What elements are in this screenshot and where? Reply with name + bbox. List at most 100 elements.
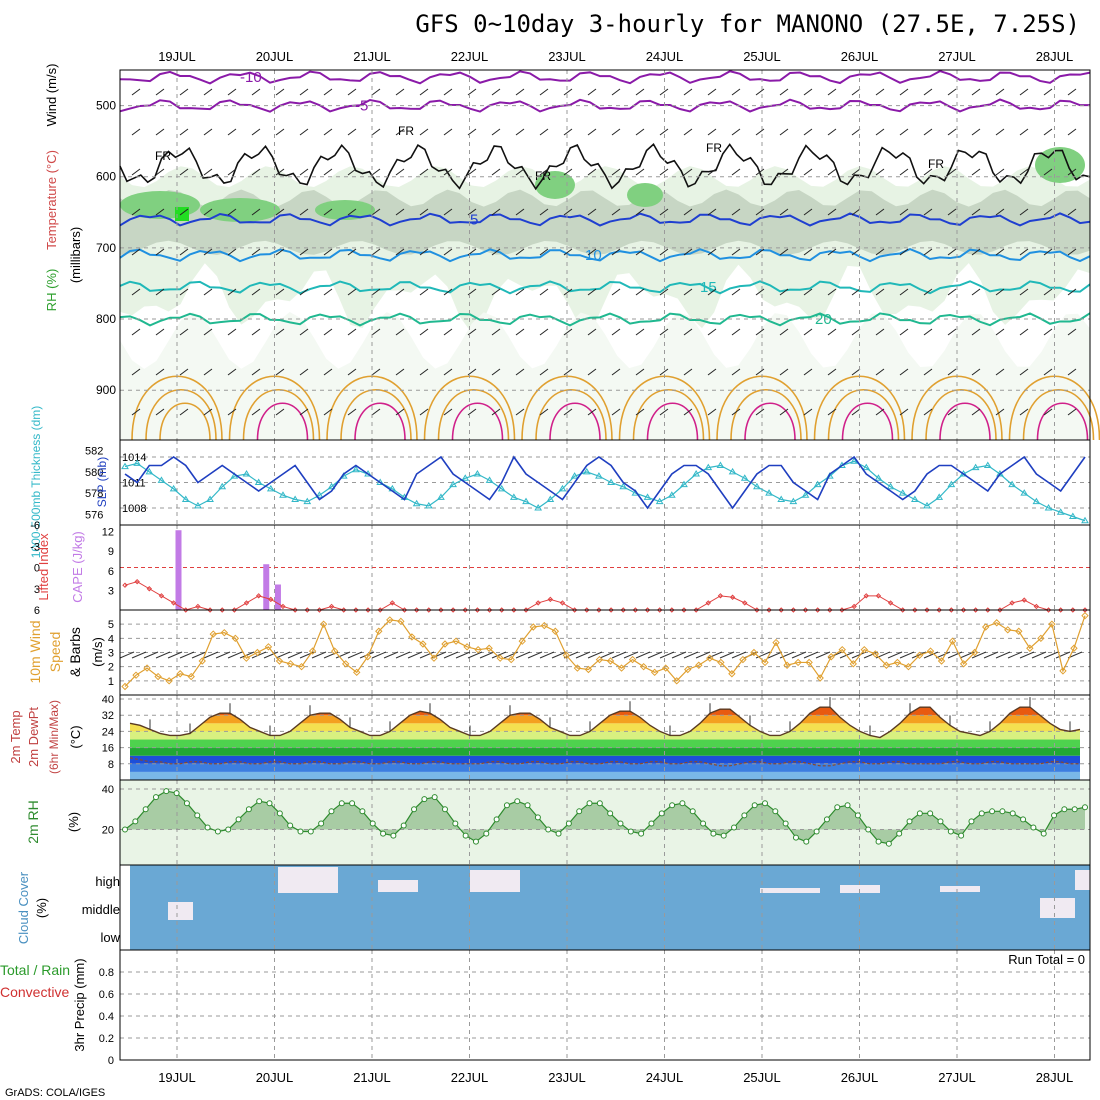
pressure-tick-label: 600	[96, 170, 116, 184]
surface-wind-barb	[383, 651, 399, 659]
wind-barb	[443, 368, 453, 376]
surface-wind-barb	[851, 651, 867, 659]
bottom-date-label: 20JUL	[256, 1070, 294, 1085]
wind-speed-marker	[717, 658, 725, 667]
chart-title: GFS 0~10day 3-hourly for MANONO (27.5E, …	[415, 10, 1080, 38]
cape-bar	[274, 584, 281, 610]
wind-speed-marker	[1015, 627, 1023, 635]
freezing-level-label: FR	[398, 124, 414, 138]
thickness-marker	[315, 491, 324, 498]
bottom-date-label: 21JUL	[353, 1070, 391, 1085]
wind-barb	[1043, 368, 1053, 376]
lifted-index-marker	[620, 607, 626, 613]
wind-barb	[659, 128, 669, 136]
wind-barb	[947, 368, 957, 376]
thickness-marker	[206, 495, 214, 502]
wind-barb	[419, 368, 429, 376]
wind-barb	[155, 128, 165, 136]
wind-barb	[683, 88, 693, 96]
wind-axis-label-c: & Barbs	[67, 627, 83, 677]
temp-axis-label-a: 2m Temp	[8, 710, 23, 763]
wind-barb	[683, 128, 693, 136]
wind-barb	[179, 328, 189, 336]
thickness-marker	[704, 463, 713, 471]
wind-barb	[443, 328, 453, 336]
wind-barb	[1043, 248, 1053, 256]
wind-barb	[395, 288, 405, 296]
rh-marker	[122, 826, 128, 833]
surface-warm-contour	[939, 402, 991, 441]
wind-speed-marker	[661, 664, 670, 672]
wind-speed-marker	[187, 672, 195, 681]
rh-marker	[958, 832, 965, 839]
lifted-index-marker	[474, 607, 481, 613]
wind-speed-marker	[673, 677, 681, 685]
rh-marker	[823, 816, 830, 823]
wind-barb	[515, 248, 525, 256]
wind-barb	[683, 368, 693, 376]
wind-barb	[395, 88, 405, 96]
wind-barb	[899, 288, 909, 296]
wind-barb	[539, 368, 549, 376]
rh-marker	[1071, 806, 1078, 813]
thickness-marker	[485, 476, 494, 483]
thickness-tick-label: 582	[85, 446, 103, 458]
top-date-label: 25JUL	[743, 49, 781, 64]
wind-barb	[995, 328, 1005, 336]
surface-warm-contour	[549, 402, 601, 441]
lifted-index-marker	[1033, 603, 1040, 610]
thickness-marker	[145, 467, 154, 475]
surface-wind-barb	[467, 651, 483, 659]
wind-barb	[515, 208, 525, 216]
wind-speed-marker	[463, 643, 471, 651]
wind-barb	[635, 408, 645, 416]
wind-speed-marker	[838, 645, 846, 654]
slp-line	[124, 455, 1086, 510]
surface-wind-barb	[251, 651, 267, 659]
lifted-index-marker	[912, 607, 918, 613]
rh-marker	[576, 808, 583, 815]
wind-barb	[635, 208, 645, 216]
wind-barb	[1019, 168, 1029, 176]
wind-barb	[971, 288, 981, 296]
lifted-index-marker	[1070, 607, 1076, 613]
wind-barb	[1067, 408, 1077, 416]
rh-marker	[411, 806, 418, 813]
wind-speed-marker	[915, 651, 924, 660]
wind-barb	[419, 408, 429, 416]
wind-barb	[755, 168, 765, 176]
wind-barb	[419, 88, 429, 96]
wind-axis-label-b: Speed	[47, 632, 63, 672]
lifted-index-marker	[231, 607, 238, 613]
wind-barb	[899, 248, 909, 256]
rh-marker	[906, 818, 913, 825]
surface-wind-barb	[1007, 651, 1023, 659]
lifted-index-marker	[219, 607, 225, 613]
temp-band	[130, 763, 1080, 772]
wind-barb	[707, 328, 717, 336]
surface-wind-barb	[419, 651, 435, 659]
surface-wind-barb	[863, 651, 879, 659]
wind-barb	[131, 208, 141, 216]
thickness-marker	[595, 472, 603, 479]
wind-barb	[131, 328, 141, 336]
wind-barb	[851, 248, 861, 256]
wind-barb	[587, 248, 597, 256]
rh-marker	[999, 808, 1006, 815]
rh-marker	[751, 802, 758, 809]
rh-marker	[514, 798, 521, 805]
wind-barb	[587, 88, 597, 96]
wind-barb	[947, 88, 957, 96]
rh-marker	[472, 838, 479, 845]
wind-barb	[323, 88, 333, 96]
thickness-marker	[412, 499, 421, 507]
thickness-tick-label: 576	[85, 509, 103, 521]
bottom-date-label: 19JUL	[158, 1070, 196, 1085]
surface-wind-barb	[395, 651, 411, 659]
wind-barb	[827, 248, 837, 256]
wind-speed-marker	[330, 647, 339, 655]
wind-barb	[131, 168, 141, 176]
wind-barb	[971, 128, 981, 136]
wind-barb	[515, 328, 525, 336]
